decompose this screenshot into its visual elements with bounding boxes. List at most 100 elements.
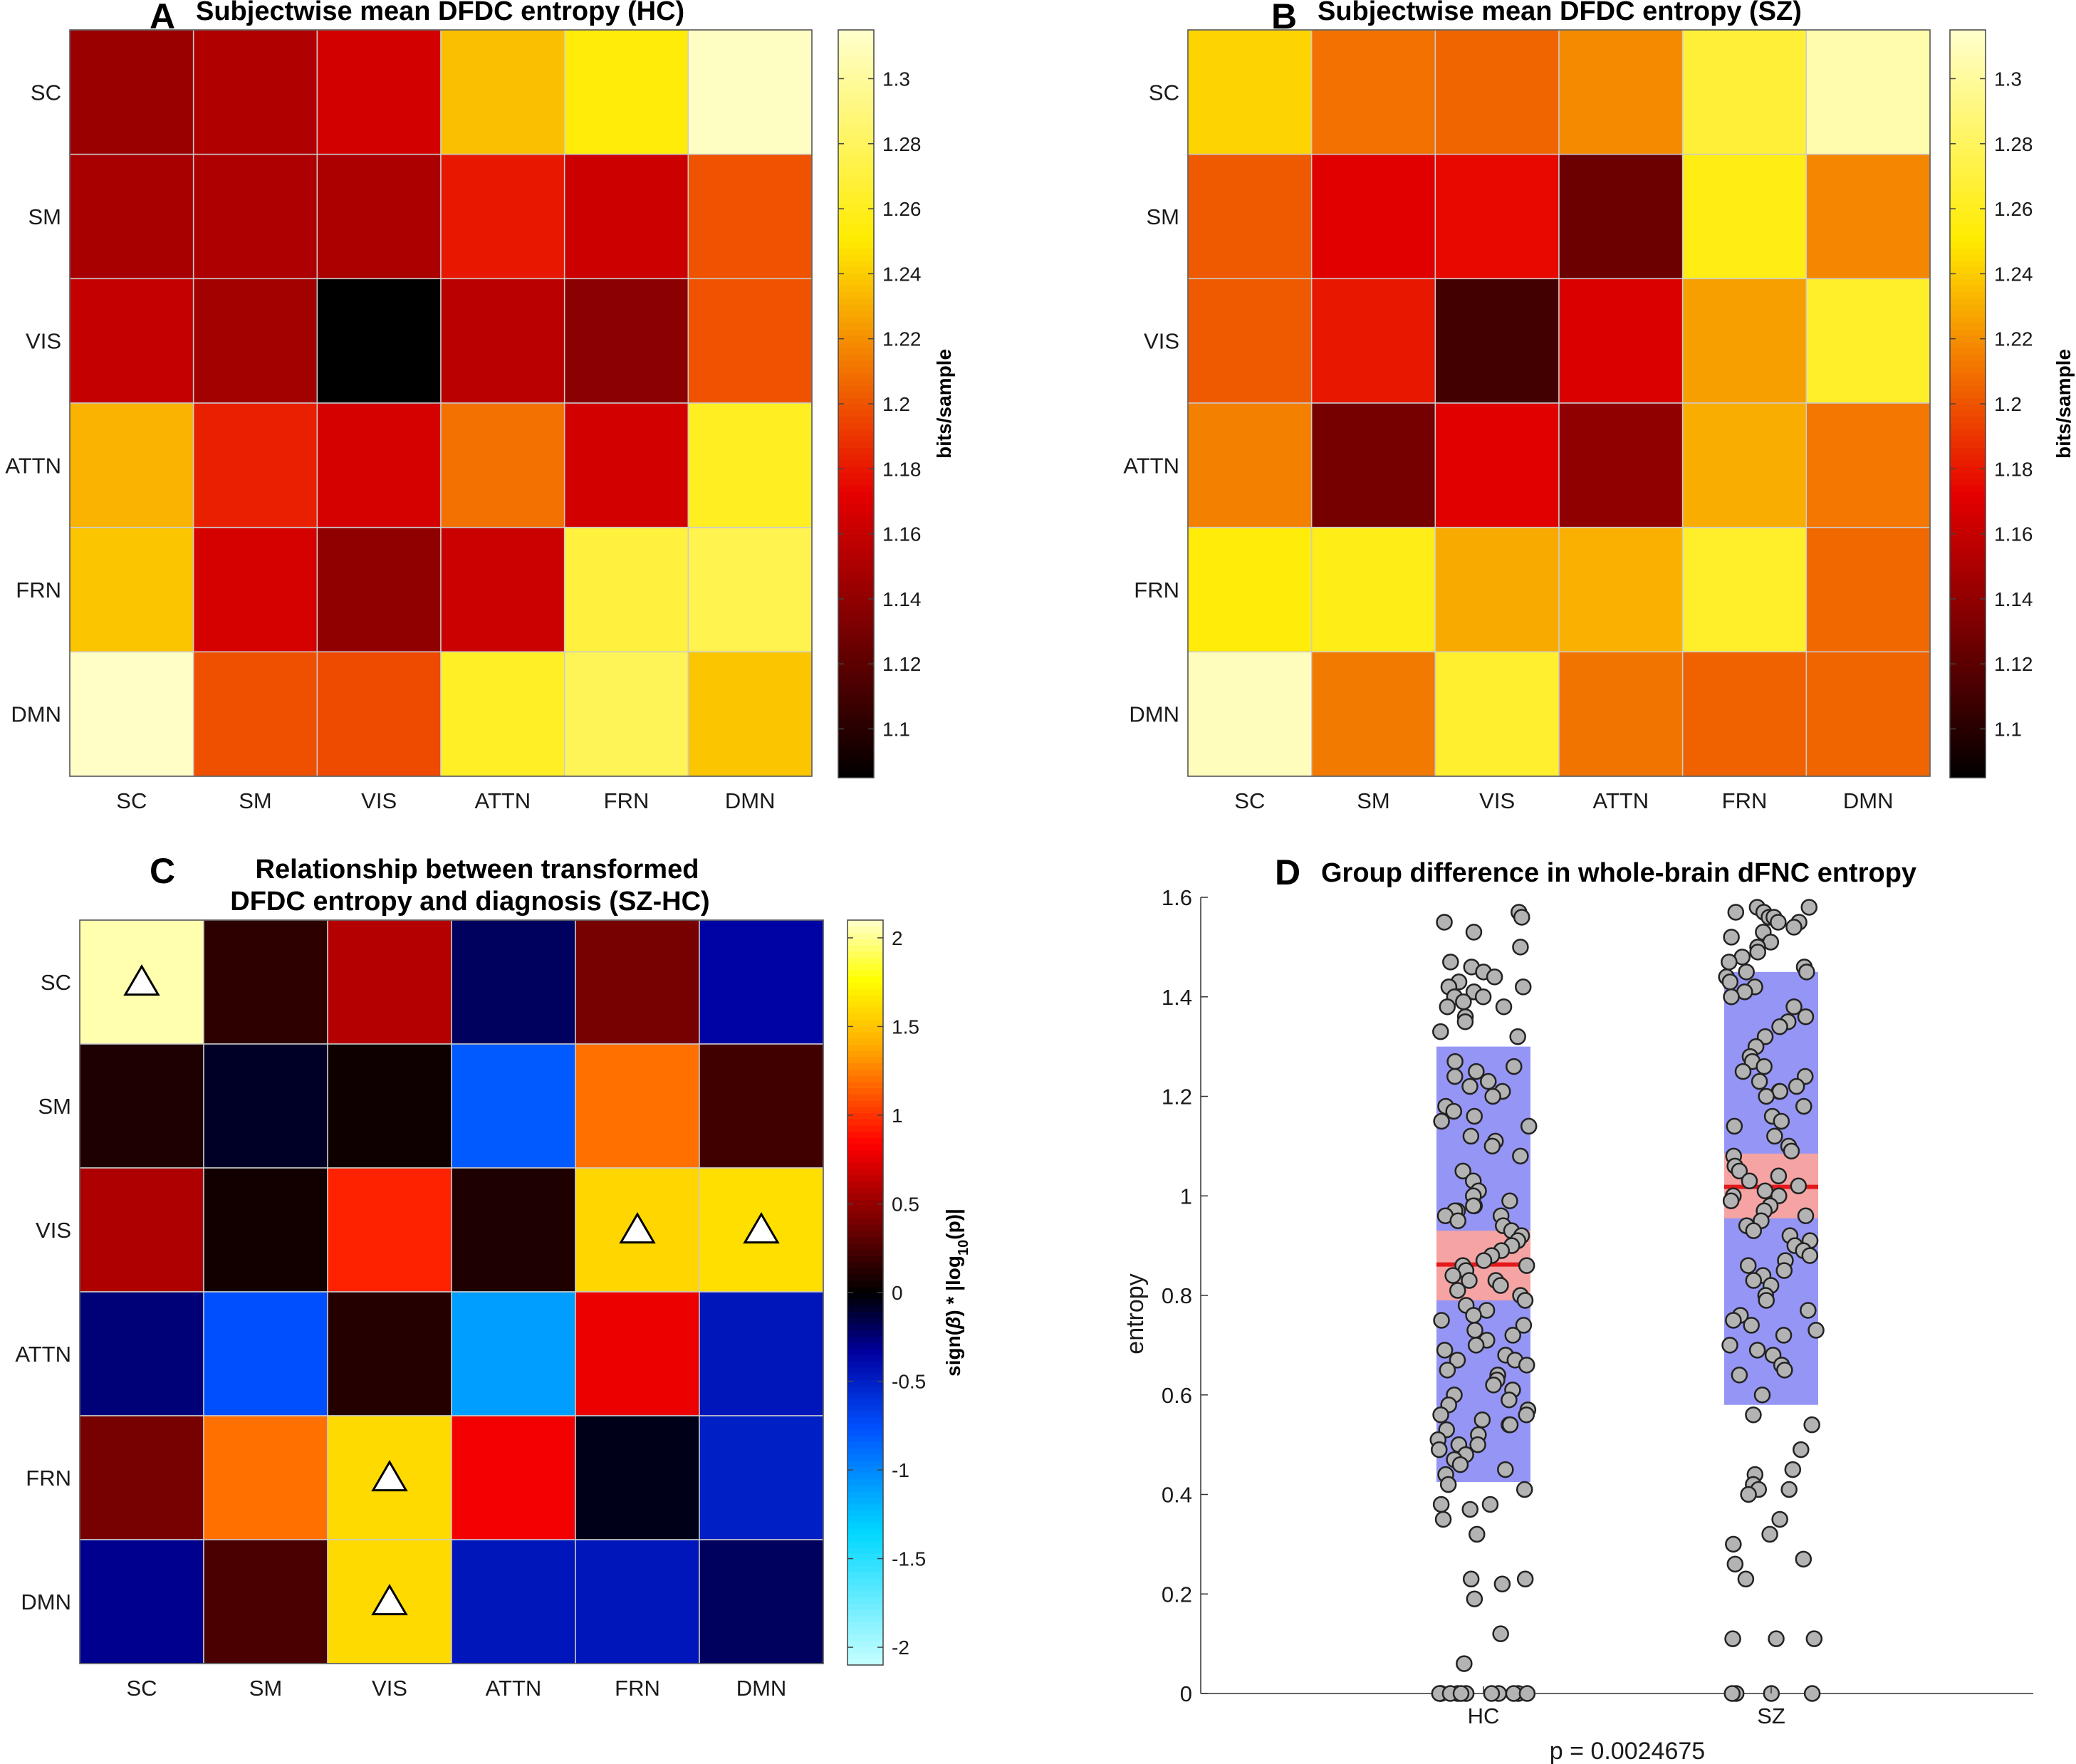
colorbar-tick-label: 1.1 [1994, 719, 2022, 741]
colorbar-step [847, 1174, 883, 1181]
cell-dmn-sm [203, 1539, 328, 1664]
colorbar-tick-label: 1.18 [882, 458, 922, 480]
data-point [1740, 1486, 1757, 1503]
colorbar-step [838, 204, 874, 212]
colorbar-step [838, 92, 874, 100]
colorbar-step [847, 1528, 883, 1535]
colorbar-step [847, 1454, 883, 1461]
colorbar-step [847, 1540, 883, 1548]
data-point [1492, 1625, 1509, 1642]
colorbar-step [838, 559, 874, 567]
data-point [1775, 1262, 1793, 1279]
colorbar-step [1950, 590, 1986, 598]
panel-c: C Relationship between transformed DFDC … [15, 851, 971, 1701]
colorbar-step [838, 472, 874, 479]
colorbar-step [847, 1602, 883, 1610]
colorbar-step [838, 310, 874, 318]
colorbar-step [847, 1156, 883, 1163]
data-point [1436, 914, 1453, 931]
colorbar-tick-label: 2 [892, 927, 903, 949]
colorbar-step [838, 266, 874, 274]
colorbar-step [847, 1360, 883, 1368]
colorbar-step [1950, 721, 1986, 729]
data-point [1770, 914, 1787, 931]
data-point [1780, 1481, 1798, 1498]
colorbar-step [1950, 703, 1986, 710]
data-point [1518, 1685, 1536, 1702]
colorbar-step [847, 1317, 883, 1325]
data-point [1518, 1257, 1535, 1274]
cell-sm-frn [575, 1043, 700, 1169]
colorbar-tick-label: 1.24 [1994, 263, 2033, 285]
colorbar-step [847, 951, 883, 959]
colorbar-step [838, 721, 874, 729]
colorbar-step [838, 771, 874, 778]
cell-attn-dmn [699, 1291, 824, 1416]
colorbar-step [847, 1472, 883, 1480]
colorbar-step [838, 55, 874, 62]
colorbar-step [838, 696, 874, 704]
cell-sc-attn [451, 919, 576, 1045]
row-label: SC [1149, 80, 1179, 105]
colorbar-step [838, 422, 874, 429]
colorbar-step [847, 1503, 883, 1510]
cell-dmn-frn [575, 1539, 700, 1664]
colorbar-step [1950, 291, 1986, 299]
colorbar-step [838, 30, 874, 37]
data-point [1770, 1167, 1788, 1185]
colorbar-step [847, 1186, 883, 1194]
colorbar-step [847, 1423, 883, 1430]
colorbar-tick-label: 1.28 [1994, 133, 2033, 155]
colorbar-step [838, 291, 874, 299]
colorbar-step [1950, 235, 1986, 243]
colorbar-step [1950, 142, 1986, 150]
colorbar-step [838, 534, 874, 542]
cell-sc-vis [327, 919, 452, 1045]
colorbar-step [847, 1094, 883, 1101]
data-point [1790, 1177, 1808, 1195]
colorbar-step [838, 509, 874, 517]
colorbar-step [838, 728, 874, 735]
colorbar-step [1950, 266, 1986, 274]
cell-attn-sc [69, 402, 194, 528]
colorbar-step [1950, 85, 1986, 93]
colorbar-step [847, 1063, 883, 1070]
cell-sc-sm [1310, 29, 1436, 155]
colorbar-step [847, 1118, 883, 1126]
cell-vis-attn [440, 278, 565, 404]
colorbar-step [1950, 647, 1986, 654]
colorbar-step [1950, 509, 1986, 517]
colorbar-tick-label: 1.1 [882, 719, 910, 741]
cell-attn-sm [203, 1291, 328, 1416]
colorbar-step [838, 235, 874, 243]
colorbar-step [1950, 167, 1986, 174]
colorbar-step [1950, 447, 1986, 454]
col-label: DMN [725, 788, 776, 813]
data-point [1449, 1352, 1466, 1369]
colorbar-step [1950, 397, 1986, 405]
cell-vis-sc [69, 278, 194, 404]
data-point [1466, 1590, 1483, 1607]
cell-sm-sm [203, 1043, 328, 1169]
colorbar-label: sign(β) * |log10(p)| [942, 1209, 971, 1377]
cell-attn-sc [1187, 402, 1313, 528]
colorbar-step [847, 1273, 883, 1281]
colorbar-step [847, 982, 883, 989]
cell-sc-vis [316, 29, 442, 155]
colorbar-step [838, 516, 874, 523]
colorbar-step [847, 1106, 883, 1114]
colorbar-step [847, 1553, 883, 1560]
colorbar-label-part: β [942, 1317, 964, 1330]
data-point [1481, 1496, 1499, 1513]
colorbar-tick-label: 1.3 [1994, 68, 2022, 90]
colorbar-step [847, 1193, 883, 1201]
cell-frn-frn [563, 526, 689, 653]
colorbar-tick-label: 1.22 [882, 328, 922, 350]
data-point [1771, 1082, 1789, 1100]
cell-attn-frn [563, 402, 689, 528]
colorbar-step [1950, 484, 1986, 492]
colorbar-step [1950, 497, 1986, 504]
cell-vis-frn [563, 278, 689, 404]
colorbar-step [1950, 210, 1986, 218]
cell-vis-sm [192, 278, 318, 404]
